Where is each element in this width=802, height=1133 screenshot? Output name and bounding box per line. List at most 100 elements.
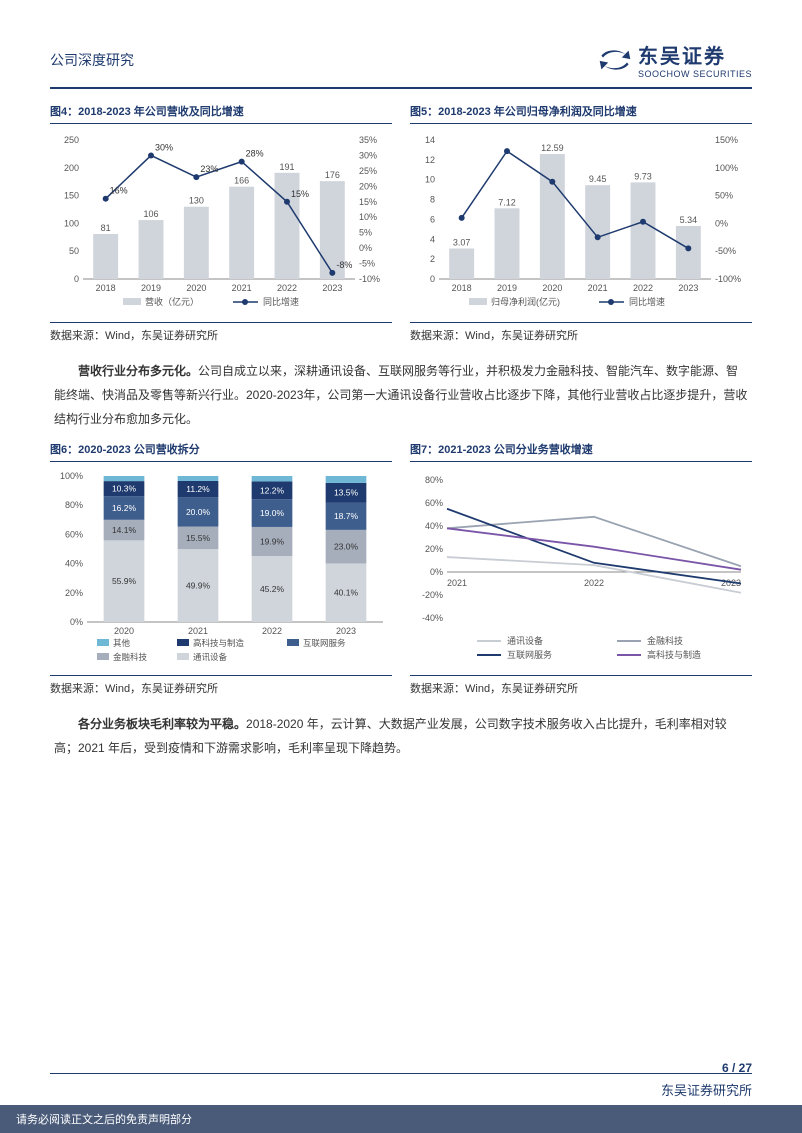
svg-text:9.73: 9.73 bbox=[634, 171, 652, 181]
svg-text:-8%: -8% bbox=[336, 260, 352, 270]
svg-text:16.2%: 16.2% bbox=[112, 503, 137, 513]
svg-text:35%: 35% bbox=[359, 135, 377, 145]
svg-text:-40%: -40% bbox=[422, 613, 443, 623]
svg-text:金融科技: 金融科技 bbox=[647, 635, 683, 646]
chart4-source: 数据来源：Wind，东吴证券研究所 bbox=[50, 322, 392, 343]
chart6-title: 图6：2020-2023 公司营收拆分 bbox=[50, 441, 392, 462]
svg-text:高科技与制造: 高科技与制造 bbox=[193, 638, 245, 648]
svg-text:2020: 2020 bbox=[114, 626, 134, 636]
svg-text:同比增速: 同比增速 bbox=[263, 296, 299, 307]
svg-text:2020: 2020 bbox=[542, 283, 562, 293]
svg-text:40%: 40% bbox=[65, 559, 83, 569]
svg-text:2022: 2022 bbox=[262, 626, 282, 636]
svg-text:-5%: -5% bbox=[359, 259, 375, 269]
svg-text:互联网服务: 互联网服务 bbox=[507, 649, 552, 660]
chart7-source: 数据来源：Wind，东吴证券研究所 bbox=[410, 675, 752, 696]
svg-text:16%: 16% bbox=[110, 186, 128, 196]
header: 公司深度研究 东吴证券 SOOCHOW SECURITIES bbox=[50, 40, 752, 89]
svg-text:20%: 20% bbox=[359, 181, 377, 191]
svg-text:30%: 30% bbox=[155, 142, 173, 152]
svg-text:100: 100 bbox=[64, 218, 79, 228]
svg-text:40.1%: 40.1% bbox=[334, 588, 359, 598]
para1-bold: 营收行业分布多元化。 bbox=[78, 364, 198, 378]
logo-text-cn: 东吴证券 bbox=[638, 40, 752, 69]
svg-text:5%: 5% bbox=[359, 228, 372, 238]
svg-text:通讯设备: 通讯设备 bbox=[507, 635, 543, 646]
svg-text:2: 2 bbox=[430, 254, 435, 264]
svg-text:6: 6 bbox=[430, 214, 435, 224]
doc-type: 公司深度研究 bbox=[50, 40, 134, 70]
svg-text:15%: 15% bbox=[291, 189, 309, 199]
svg-text:12.2%: 12.2% bbox=[260, 485, 285, 495]
chart5-title: 图5：2018-2023 年公司归母净利润及同比增速 bbox=[410, 103, 752, 124]
svg-text:11.2%: 11.2% bbox=[186, 484, 210, 494]
footer-org: 东吴证券研究所 bbox=[0, 1078, 802, 1105]
svg-text:18.7%: 18.7% bbox=[334, 511, 359, 521]
chart4-title: 图4：2018-2023 年公司营收及同比增速 bbox=[50, 103, 392, 124]
para1: 营收行业分布多元化。公司自成立以来，深耕通讯设备、互联网服务等行业，并积极发力金… bbox=[50, 359, 752, 431]
svg-text:12.59: 12.59 bbox=[541, 143, 564, 153]
svg-text:150: 150 bbox=[64, 191, 79, 201]
svg-text:14.1%: 14.1% bbox=[112, 525, 137, 535]
svg-text:2018: 2018 bbox=[96, 283, 116, 293]
svg-text:19.0%: 19.0% bbox=[260, 508, 285, 518]
svg-text:15%: 15% bbox=[359, 197, 377, 207]
svg-text:176: 176 bbox=[325, 170, 340, 180]
chart7-title: 图7：2021-2023 公司分业务营收增速 bbox=[410, 441, 752, 462]
logo-text-en: SOOCHOW SECURITIES bbox=[638, 69, 752, 79]
svg-text:20%: 20% bbox=[425, 544, 443, 554]
svg-text:2021: 2021 bbox=[447, 578, 467, 588]
charts-row-1: 图4：2018-2023 年公司营收及同比增速 050100150200250-… bbox=[50, 103, 752, 355]
svg-text:23%: 23% bbox=[200, 164, 218, 174]
svg-text:其他: 其他 bbox=[113, 638, 131, 648]
svg-text:45.2%: 45.2% bbox=[260, 584, 285, 594]
svg-text:80%: 80% bbox=[425, 475, 443, 485]
chart6-source: 数据来源：Wind，东吴证券研究所 bbox=[50, 675, 392, 696]
svg-text:166: 166 bbox=[234, 176, 249, 186]
svg-text:100%: 100% bbox=[715, 163, 738, 173]
svg-text:0%: 0% bbox=[430, 567, 443, 577]
svg-text:15.5%: 15.5% bbox=[186, 533, 211, 543]
disclaimer-bar: 请务必阅读正文之后的免责声明部分 bbox=[0, 1105, 802, 1133]
svg-text:2023: 2023 bbox=[322, 283, 342, 293]
chart5-block: 图5：2018-2023 年公司归母净利润及同比增速 02468101214-1… bbox=[410, 103, 752, 355]
svg-text:同比增速: 同比增速 bbox=[629, 296, 665, 307]
svg-text:0%: 0% bbox=[70, 617, 83, 627]
para2: 各分业务板块毛利率较为平稳。2018-2020 年，云计算、大数据产业发展，公司… bbox=[50, 712, 752, 760]
svg-text:13.5%: 13.5% bbox=[334, 488, 359, 498]
svg-text:50%: 50% bbox=[715, 191, 733, 201]
svg-text:23.0%: 23.0% bbox=[334, 542, 359, 552]
svg-text:30%: 30% bbox=[359, 150, 377, 160]
footer: 东吴证券研究所 请务必阅读正文之后的免责声明部分 bbox=[0, 1073, 802, 1133]
chart7-block: 图7：2021-2023 公司分业务营收增速 -40%-20%0%20%40%6… bbox=[410, 441, 752, 708]
svg-text:0: 0 bbox=[74, 274, 79, 284]
svg-text:10.3%: 10.3% bbox=[112, 484, 137, 494]
svg-text:2018: 2018 bbox=[452, 283, 472, 293]
svg-text:金融科技: 金融科技 bbox=[113, 652, 148, 662]
svg-text:2023: 2023 bbox=[336, 626, 356, 636]
svg-text:130: 130 bbox=[189, 196, 204, 206]
svg-text:106: 106 bbox=[143, 209, 158, 219]
svg-text:55.9%: 55.9% bbox=[112, 576, 137, 586]
svg-text:2021: 2021 bbox=[232, 283, 252, 293]
svg-text:8: 8 bbox=[430, 195, 435, 205]
svg-text:12: 12 bbox=[425, 155, 435, 165]
svg-text:2022: 2022 bbox=[584, 578, 604, 588]
svg-text:19.9%: 19.9% bbox=[260, 536, 285, 546]
svg-text:2020: 2020 bbox=[186, 283, 206, 293]
svg-text:250: 250 bbox=[64, 135, 79, 145]
svg-text:营收（亿元）: 营收（亿元） bbox=[145, 296, 199, 307]
svg-text:25%: 25% bbox=[359, 166, 377, 176]
svg-text:60%: 60% bbox=[425, 498, 443, 508]
svg-text:10%: 10% bbox=[359, 212, 377, 222]
svg-text:-10%: -10% bbox=[359, 274, 380, 284]
svg-text:2021: 2021 bbox=[588, 283, 608, 293]
svg-text:9.45: 9.45 bbox=[589, 174, 607, 184]
svg-text:150%: 150% bbox=[715, 135, 738, 145]
svg-text:14: 14 bbox=[425, 135, 435, 145]
svg-text:-50%: -50% bbox=[715, 246, 736, 256]
svg-text:0%: 0% bbox=[359, 243, 372, 253]
svg-text:-100%: -100% bbox=[715, 274, 741, 284]
svg-text:40%: 40% bbox=[425, 521, 443, 531]
svg-text:200: 200 bbox=[64, 163, 79, 173]
